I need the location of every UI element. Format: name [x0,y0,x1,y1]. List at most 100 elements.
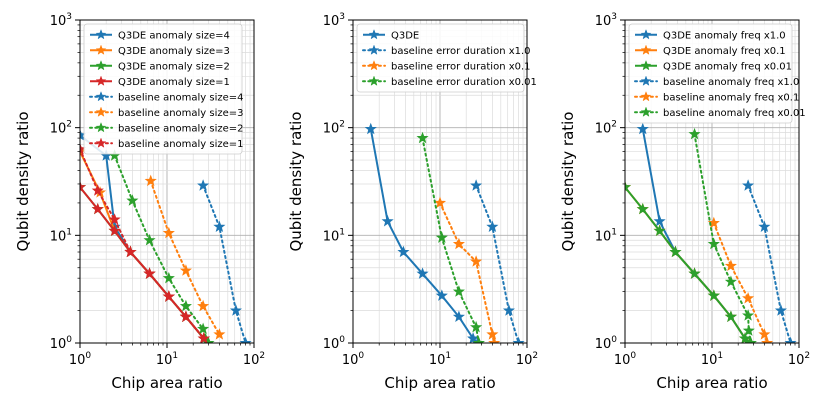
chart-panel-1: 100 101 102 100 101 102 103 Chip area ratio Qubi… [14,12,265,392]
x-tick-label: 102 [243,351,265,368]
x-axis-label: Chip area ratio [384,374,495,392]
x-tick-label: 100 [342,351,365,368]
data-point-s1-p6 [452,310,465,322]
data-point-s6-p1 [144,174,157,187]
data-point-s1-p5 [435,289,448,301]
data-point-s5-p4 [758,328,771,340]
y-tick-label: 103 [50,12,72,29]
legend-marker-6 [640,106,652,117]
data-point-s3-p1 [625,180,632,193]
data-point-s4-p1 [80,180,87,193]
data-point-s8-p2 [91,184,104,196]
data-point-s3-p3 [470,255,483,267]
legend-label-3: Q3DE anomaly freq x0.01 [663,61,792,72]
data-point-s5-p1 [707,216,720,229]
legend-label-2: Q3DE anomaly freq x0.1 [663,46,786,57]
x-tick-label: 101 [429,351,451,368]
data-point-s2-p3 [502,304,515,316]
legend-label-8: baseline anomaly size=1 [118,139,244,150]
legend: Q3DE anomaly size=4 Q3DE anomaly size=3 Q3… [83,23,244,155]
data-point-s8-p4 [124,245,137,258]
legend-label-3: Q3DE anomaly size=2 [118,61,230,72]
data-point-s6-p5 [742,324,755,336]
data-point-s4-p3 [452,285,465,297]
data-point-s2-p1 [470,179,483,191]
series-line-8 [80,148,205,340]
y-tick-label: 102 [50,120,72,137]
data-point-s6-p2 [162,226,175,239]
data-point-s6-p4 [197,299,210,312]
ticks [348,19,528,348]
y-tick-label: 103 [595,12,617,29]
legend-marker-3 [640,60,652,71]
data-point-s4-p4 [784,336,797,343]
x-tick-label: 101 [156,351,178,368]
series-line-2 [475,184,520,343]
legend-marker-1 [368,29,380,40]
chart-panel-3: 100 101 102 100 101 102 103 Chip area ratio Qubi… [559,12,810,392]
data-point-s5-p2 [213,220,226,232]
data-point-s5-p1 [197,179,210,191]
data-point-s3-p5 [688,267,701,279]
data-point-s1-p4 [416,267,429,279]
data-point-s1-p3 [397,245,410,258]
data-point-s1-p2 [653,214,666,227]
legend-label-2: Q3DE anomaly size=3 [118,46,230,57]
y-tick-label: 101 [323,227,345,244]
data-point-s6-p3 [179,264,192,276]
legend-marker-2 [368,44,380,55]
series-line-3 [439,201,496,343]
legend-label-6: baseline anomaly freq x0.01 [663,108,806,119]
legend-box [356,23,525,93]
data-point-s4-p5 [472,336,485,343]
legend-marker-2 [640,44,652,55]
legend-marker-5 [640,91,652,102]
legend-marker-1 [640,29,652,40]
data-point-s3-p3 [653,224,666,237]
series-line-5 [712,222,769,343]
data-point-s7-p6 [197,322,210,335]
legend-label-2: baseline error duration x1.0 [391,46,531,57]
data-point-s3-p2 [452,237,465,250]
legend-marker-6 [95,106,107,117]
data-point-s3-p5 [488,336,501,343]
data-point-s3-p4 [669,245,682,258]
data-point-s1-p1 [364,122,377,135]
data-point-s3-p4 [486,328,499,340]
legend-marker-1 [95,29,107,40]
y-axis-label: Qubit density ratio [14,111,32,251]
data-point-s1-p2 [381,214,394,227]
y-tick-label: 102 [595,120,617,137]
legend-label-7: baseline anomaly size=2 [118,123,244,134]
data-point-s3-p6 [707,289,720,301]
data-point-s4-p1 [416,131,429,144]
legend-marker-2 [95,44,107,55]
data-point-s7-p2 [126,194,139,206]
legend-label-4: baseline error duration x0.01 [391,77,537,88]
y-axis-label: Qubit density ratio [559,111,577,251]
data-point-s4-p2 [758,220,771,232]
x-axis-label: Chip area ratio [111,374,222,392]
series-group [625,122,797,343]
legend-marker-3 [95,60,107,71]
data-point-s5-p3 [742,291,755,304]
data-point-s6-p3 [724,275,737,287]
data-point-s7-p3 [143,233,156,246]
data-point-s8-p8 [197,332,210,343]
ticks [620,19,800,348]
legend-label-5: baseline anomaly freq x0.1 [663,92,799,103]
x-tick-label: 100 [614,351,637,368]
data-point-s4-p3 [108,224,121,237]
data-point-s6-p2 [707,237,720,250]
x-axis-label: Chip area ratio [656,374,767,392]
data-point-s2-p4 [512,336,525,343]
x-tick-label: 100 [69,351,92,368]
legend-box [628,23,793,124]
series-line-6 [149,179,221,336]
legend-label-1: Q3DE anomaly size=4 [118,30,230,41]
y-tick-label: 102 [323,120,345,137]
legend-label-5: baseline anomaly size=4 [118,92,244,103]
data-point-s4-p3 [774,304,787,316]
